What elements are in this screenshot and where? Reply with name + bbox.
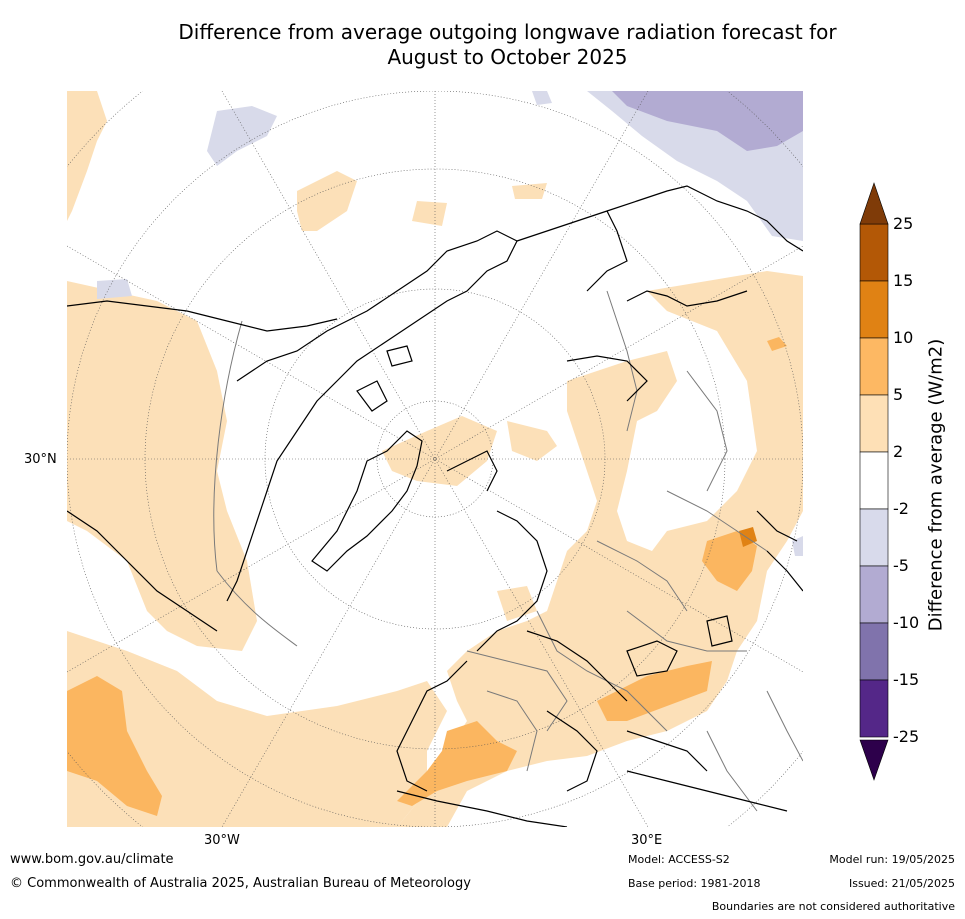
colorbar-title: Difference from average (W/m2): [925, 338, 947, 632]
lon-30w-label: 30°W: [204, 833, 240, 848]
colorbar-tick-label: 15: [893, 271, 914, 290]
colorbar-segment: [859, 565, 889, 624]
country-borders: [213, 290, 803, 812]
colorbar-segment: [859, 337, 889, 396]
colorbar-segment: [859, 508, 889, 567]
colorbar-tick-label: 25: [893, 214, 914, 233]
title-line-2: August to October 2025: [387, 45, 628, 69]
map-svg: [67, 91, 803, 827]
footer-issued: Issued: 21/05/2025: [848, 877, 955, 890]
colorbar-tick-label: -25: [893, 727, 920, 746]
footer-model: Model: ACCESS-S2: [628, 853, 730, 866]
title-line-1: Difference from average outgoing longwav…: [178, 20, 837, 44]
anomaly-10-to-15: [739, 527, 757, 547]
colorbar-tick-label: 5: [893, 385, 904, 404]
colorbar-bottom-cap: [859, 739, 889, 781]
forecast-map: [67, 91, 803, 827]
colorbar-tick-label: -10: [893, 613, 920, 632]
colorbar-tick-label: -5: [893, 556, 909, 575]
colorbar-segment: [859, 451, 889, 510]
colorbar-top-cap: [859, 182, 889, 225]
anomaly-neg-5-to-10: [612, 91, 803, 151]
colorbar-segment: [859, 280, 889, 339]
colorbar-tick-label: -15: [893, 670, 920, 689]
footer-copyright: © Commonwealth of Australia 2025, Austra…: [10, 876, 471, 891]
footer-base-period: Base period: 1981-2018: [628, 877, 761, 890]
colorbar-tick-label: -2: [893, 499, 909, 518]
colorbar-tick-label: 2: [893, 442, 904, 461]
footer-disclaimer: Boundaries are not considered authoritat…: [711, 900, 955, 913]
colorbar: [859, 182, 889, 781]
colorbar-segment: [859, 622, 889, 681]
footer-url[interactable]: www.bom.gov.au/climate: [10, 852, 174, 867]
lat-30n-label: 30°N: [24, 452, 57, 467]
coastlines: [67, 185, 803, 827]
colorbar-segment: [859, 679, 889, 738]
footer-model-run: Model run: 19/05/2025: [829, 853, 955, 866]
map-title: Difference from average outgoing longwav…: [0, 20, 965, 70]
colorbar-tick-label: 10: [893, 328, 914, 347]
colorbar-segment: [859, 223, 889, 282]
lon-30e-label: 30°E: [631, 833, 663, 848]
colorbar-segment: [859, 394, 889, 453]
